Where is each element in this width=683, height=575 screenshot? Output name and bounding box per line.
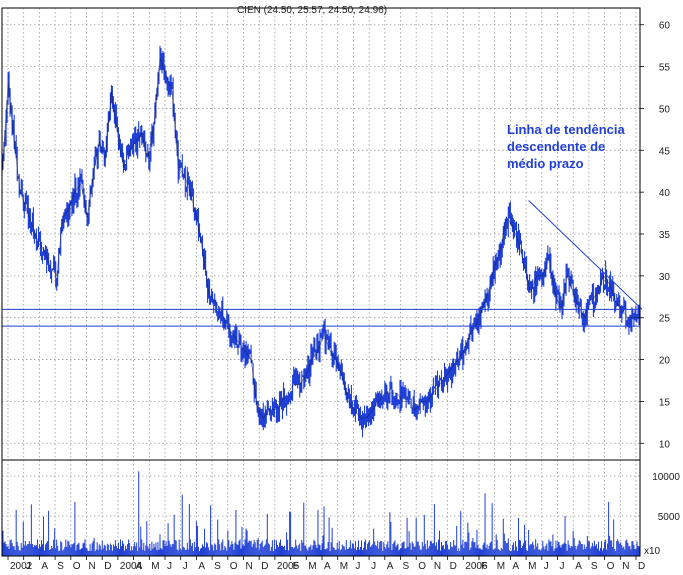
x-tick-label: 2005 xyxy=(277,561,300,570)
y-tick-label: 40 xyxy=(659,188,671,199)
volume-tick-label: 5000 xyxy=(658,512,681,523)
descending-trendline xyxy=(528,200,643,310)
x-tick-label: A xyxy=(136,561,143,570)
x-tick-label: M xyxy=(151,561,159,570)
y-tick-label: 60 xyxy=(659,21,671,32)
x-tick-label: O xyxy=(230,561,238,570)
x-tick-label: N xyxy=(622,561,629,570)
x-tick-label: O xyxy=(418,561,426,570)
x-tick-label: S xyxy=(591,561,598,570)
x-tick-label: A xyxy=(512,561,519,570)
x-tick-label: A xyxy=(198,561,205,570)
x-tick-label: M xyxy=(340,561,348,570)
x-tick-label: J xyxy=(544,561,549,570)
y-tick-label: 25 xyxy=(659,314,671,325)
volume-layer xyxy=(1,471,641,556)
x-tick-label: D xyxy=(450,561,457,570)
reference-lines xyxy=(2,200,643,327)
annotation-line: Linha de tendência xyxy=(507,122,626,137)
grid-layer xyxy=(2,8,640,556)
y-tick-label: 35 xyxy=(659,230,671,241)
x-tick-label: D xyxy=(104,561,111,570)
x-tick-label: A xyxy=(575,561,582,570)
x-tick-label: M xyxy=(528,561,536,570)
volume-tick-label: 10000 xyxy=(652,472,680,483)
x-tick-label: J xyxy=(371,561,376,570)
annotation-line: médio prazo xyxy=(507,156,584,171)
x-tick-label: N xyxy=(434,561,441,570)
x-tick-label: J xyxy=(560,561,565,570)
x-tick-label: S xyxy=(214,561,221,570)
x-tick-label: A xyxy=(41,561,48,570)
x-tick-label: M xyxy=(308,561,316,570)
chart-title: CIEN (24.50, 25.57, 24.50, 24.96) xyxy=(237,5,387,16)
annotation-line: descendente de xyxy=(507,139,605,154)
x-tick-label: A xyxy=(324,561,331,570)
x-tick-label: F xyxy=(293,561,299,570)
x-tick-label: J xyxy=(183,561,188,570)
y-tick-label: 50 xyxy=(659,104,671,115)
x-tick-label: 2002 xyxy=(10,561,33,570)
y-tick-label: 20 xyxy=(659,356,671,367)
x-tick-label: D xyxy=(638,561,645,570)
y-tick-label: 15 xyxy=(659,397,671,408)
plot-frame xyxy=(1,7,641,557)
x-tick-label: M xyxy=(497,561,505,570)
y-tick-label: 55 xyxy=(659,63,671,74)
x-tick-label: O xyxy=(73,561,81,570)
x-tick-label: J xyxy=(167,561,172,570)
volume-unit-label: x10 xyxy=(644,546,661,557)
y-tick-label: 10 xyxy=(659,439,671,450)
price-close-line xyxy=(1,58,640,419)
x-tick-label: S xyxy=(403,561,410,570)
x-tick-label: 2006 xyxy=(465,561,488,570)
x-tick-label: J xyxy=(355,561,360,570)
x-tick-label: F xyxy=(481,561,487,570)
trendline-annotation: Linha de tendência descendente de médio pr… xyxy=(507,122,626,171)
x-tick-label: D xyxy=(261,561,268,570)
y-tick-label: 45 xyxy=(659,146,671,157)
x-tick-label: J xyxy=(26,561,31,570)
y-tick-label: 30 xyxy=(659,272,671,283)
price-layer xyxy=(1,45,641,438)
x-tick-label: A xyxy=(387,561,394,570)
x-tick-label: 2004 xyxy=(120,561,143,570)
x-tick-label: O xyxy=(607,561,615,570)
x-tick-label: N xyxy=(246,561,253,570)
x-tick-label: S xyxy=(57,561,64,570)
x-tick-label: N xyxy=(89,561,96,570)
